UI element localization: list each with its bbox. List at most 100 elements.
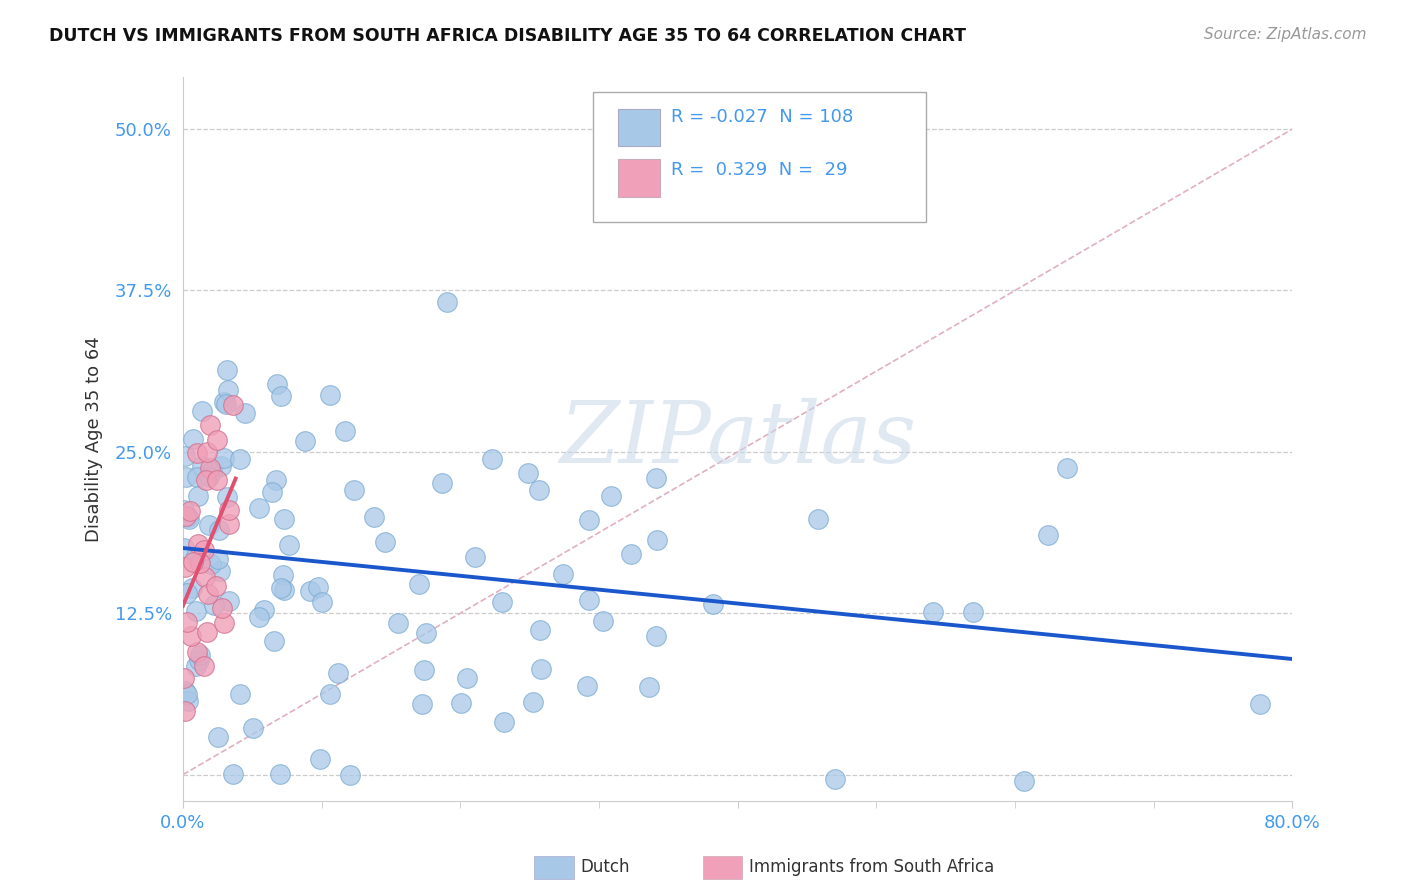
Point (529, 483, 551, 497)
FancyBboxPatch shape (617, 159, 659, 197)
Point (1056, 461, 1078, 475)
Point (387, 616, 409, 631)
Point (209, 459, 232, 474)
Point (207, 730, 229, 744)
Point (195, 624, 218, 639)
Point (198, 517, 221, 532)
Point (1036, 528, 1059, 542)
Point (218, 503, 240, 517)
Point (253, 602, 276, 616)
Point (436, 294, 458, 309)
Point (184, 604, 207, 618)
Point (824, 772, 846, 787)
Point (188, 556, 211, 570)
Point (193, 543, 215, 558)
Point (328, 666, 350, 681)
Point (529, 623, 551, 637)
Point (494, 715, 516, 730)
Point (186, 645, 208, 659)
Point (266, 377, 288, 392)
Point (229, 687, 252, 701)
Point (962, 605, 984, 619)
Point (207, 434, 229, 448)
Point (179, 504, 201, 518)
Point (491, 595, 513, 609)
Point (277, 537, 299, 551)
Point (198, 460, 221, 475)
Point (456, 671, 478, 685)
Point (415, 626, 437, 640)
Point (212, 450, 235, 465)
Point (339, 768, 361, 782)
Point (620, 547, 643, 561)
Point (180, 628, 202, 642)
Point (1012, 774, 1035, 789)
Point (430, 475, 453, 490)
Point (647, 533, 669, 547)
Point (221, 398, 243, 412)
Text: DUTCH VS IMMIGRANTS FROM SOUTH AFRICA DISABILITY AGE 35 TO 64 CORRELATION CHART: DUTCH VS IMMIGRANTS FROM SOUTH AFRICA DI… (49, 27, 966, 45)
Point (208, 523, 231, 537)
Point (188, 653, 211, 667)
Point (187, 537, 209, 551)
Point (522, 696, 544, 710)
Point (333, 425, 356, 439)
Point (173, 684, 195, 698)
Point (174, 508, 197, 523)
Point (194, 473, 217, 487)
Point (176, 687, 198, 701)
Text: R = -0.027  N = 108: R = -0.027 N = 108 (671, 108, 853, 126)
Point (205, 473, 228, 487)
Point (188, 648, 211, 663)
Point (309, 752, 332, 766)
Point (191, 458, 214, 473)
Point (578, 593, 600, 607)
Point (530, 662, 553, 676)
Point (600, 489, 623, 503)
Point (177, 694, 200, 708)
Point (222, 767, 245, 781)
Text: R =  0.329  N =  29: R = 0.329 N = 29 (671, 161, 848, 179)
Point (374, 535, 396, 549)
Point (411, 698, 433, 712)
Point (176, 615, 198, 629)
Point (201, 464, 224, 478)
Point (294, 434, 316, 448)
Point (198, 470, 221, 484)
Point (195, 445, 218, 459)
Point (412, 663, 434, 677)
Point (233, 406, 256, 420)
Text: Dutch: Dutch (581, 858, 630, 877)
Point (311, 595, 333, 609)
Point (200, 417, 222, 432)
Point (212, 616, 235, 631)
Point (307, 580, 329, 594)
Point (218, 517, 240, 532)
Point (270, 582, 292, 596)
Text: Source: ZipAtlas.com: Source: ZipAtlas.com (1204, 27, 1367, 42)
Point (197, 587, 219, 601)
Point (242, 721, 264, 735)
FancyBboxPatch shape (593, 92, 927, 222)
Point (212, 395, 235, 409)
Point (202, 598, 225, 612)
Point (187, 489, 209, 503)
Point (180, 581, 202, 595)
Point (209, 564, 232, 578)
Point (205, 579, 228, 593)
Point (807, 512, 830, 526)
Point (638, 680, 661, 694)
Point (207, 552, 229, 566)
Point (592, 614, 614, 628)
Point (247, 610, 270, 624)
Point (264, 473, 287, 487)
Point (228, 452, 250, 467)
Text: Immigrants from South Africa: Immigrants from South Africa (749, 858, 994, 877)
Point (270, 389, 292, 403)
Point (450, 696, 472, 710)
Point (186, 446, 208, 460)
Point (173, 503, 195, 517)
Point (1249, 697, 1271, 711)
FancyBboxPatch shape (617, 109, 659, 146)
Point (318, 388, 340, 402)
